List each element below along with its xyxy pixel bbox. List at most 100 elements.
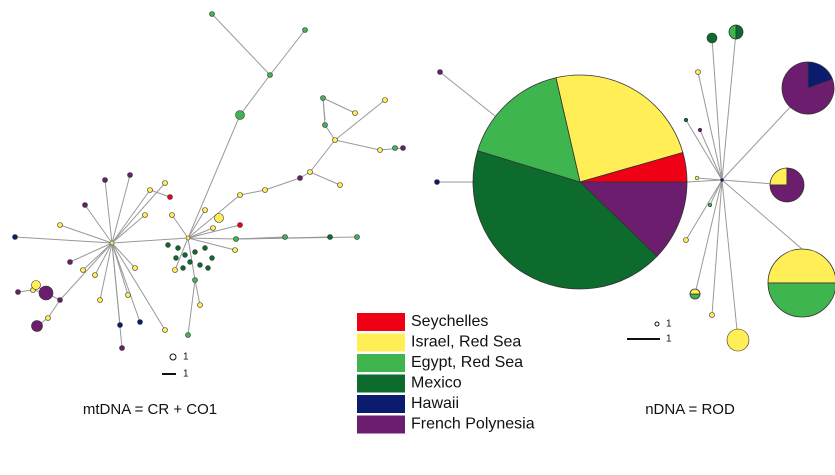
haplotype xyxy=(332,137,338,143)
haplotype xyxy=(197,302,203,308)
edge xyxy=(269,29,306,76)
edge xyxy=(47,299,61,319)
haplotype xyxy=(15,289,21,295)
scale-label: 1 xyxy=(183,352,189,363)
edge xyxy=(709,179,723,206)
edge xyxy=(721,179,803,250)
haplotype xyxy=(109,240,115,246)
edge xyxy=(322,97,326,121)
haplotype xyxy=(125,292,131,298)
haplotype xyxy=(382,97,388,103)
haplotype xyxy=(38,285,54,301)
edge xyxy=(694,179,723,295)
edge xyxy=(149,189,171,198)
edge xyxy=(111,237,189,244)
haplotype xyxy=(307,169,313,175)
haplotype xyxy=(327,234,333,240)
haplotype xyxy=(400,145,406,151)
haplotype xyxy=(187,259,193,265)
legend-label: French Polynesia xyxy=(411,416,535,433)
haplotype xyxy=(82,202,88,208)
edge xyxy=(111,242,136,269)
haplotype xyxy=(297,175,303,181)
haplotype xyxy=(205,265,211,271)
pie-slice xyxy=(735,24,744,40)
haplotype xyxy=(117,322,123,328)
pie-slice xyxy=(472,150,658,290)
haplotype xyxy=(377,147,383,153)
haplotype xyxy=(237,222,243,228)
pie-slice xyxy=(767,248,835,284)
haplotype xyxy=(192,277,198,283)
pie-slice xyxy=(579,181,688,257)
haplotype xyxy=(137,319,143,325)
edge xyxy=(699,129,723,181)
legend-swatch xyxy=(357,415,405,434)
haplotype xyxy=(392,145,398,151)
haplotype xyxy=(119,345,125,351)
pie-slice xyxy=(767,282,835,318)
edge xyxy=(309,139,336,173)
haplotype xyxy=(169,212,175,218)
edge xyxy=(111,174,131,244)
edge xyxy=(187,194,241,239)
haplotype xyxy=(706,32,718,44)
pie-slice xyxy=(769,167,788,186)
edge xyxy=(334,139,381,151)
legend-label: Israel, Red Sea xyxy=(411,334,521,351)
legend-label: Egypt, Red Sea xyxy=(411,354,523,371)
haplotype xyxy=(282,234,288,240)
edge xyxy=(334,99,386,141)
haplotype xyxy=(726,328,750,352)
edge xyxy=(84,204,113,244)
scale-circle xyxy=(169,353,177,361)
edge xyxy=(187,227,214,239)
edge xyxy=(187,209,206,239)
haplotype xyxy=(180,265,186,271)
haplotype xyxy=(202,245,208,251)
legend-swatch xyxy=(357,354,405,372)
left-caption: mtDNA = CR + CO1 xyxy=(83,401,217,418)
haplotype xyxy=(97,297,103,303)
legend: Seychelles Israel, Red Sea Egypt, Red Sea M… xyxy=(357,313,535,434)
scale-label: 1 xyxy=(666,334,672,345)
haplotype xyxy=(12,234,18,240)
haplotype xyxy=(683,117,689,123)
edge xyxy=(696,177,723,181)
edge xyxy=(187,237,236,251)
pie-slice xyxy=(555,74,684,183)
edge xyxy=(721,31,737,181)
haplotype xyxy=(694,175,700,181)
scale-label: 1 xyxy=(183,369,189,380)
edge xyxy=(187,224,241,239)
haplotype xyxy=(354,234,360,240)
haplotype xyxy=(322,122,328,128)
legend-swatch xyxy=(357,395,405,413)
edge xyxy=(99,242,113,301)
haplotype xyxy=(175,245,181,251)
haplotype xyxy=(232,247,238,253)
haplotype xyxy=(57,297,63,303)
edge xyxy=(439,71,501,121)
edge xyxy=(711,179,723,316)
edge xyxy=(685,179,723,241)
edge xyxy=(14,236,113,244)
pie-slice xyxy=(689,293,701,300)
haplotype xyxy=(434,179,440,185)
edge xyxy=(187,237,237,240)
edge xyxy=(171,214,189,239)
haplotype xyxy=(132,265,138,271)
haplotype xyxy=(695,69,701,75)
scale-circle xyxy=(654,321,660,327)
haplotype xyxy=(173,255,179,261)
haplotype xyxy=(162,327,168,333)
scale-label: 1 xyxy=(666,319,672,330)
haplotype xyxy=(172,267,178,273)
haplotype xyxy=(192,249,198,255)
edge xyxy=(324,124,336,141)
haplotype xyxy=(127,172,133,178)
edge xyxy=(711,37,723,181)
haplotype xyxy=(102,177,108,183)
pie-slice xyxy=(728,24,737,40)
right-caption: nDNA = ROD xyxy=(645,401,735,418)
